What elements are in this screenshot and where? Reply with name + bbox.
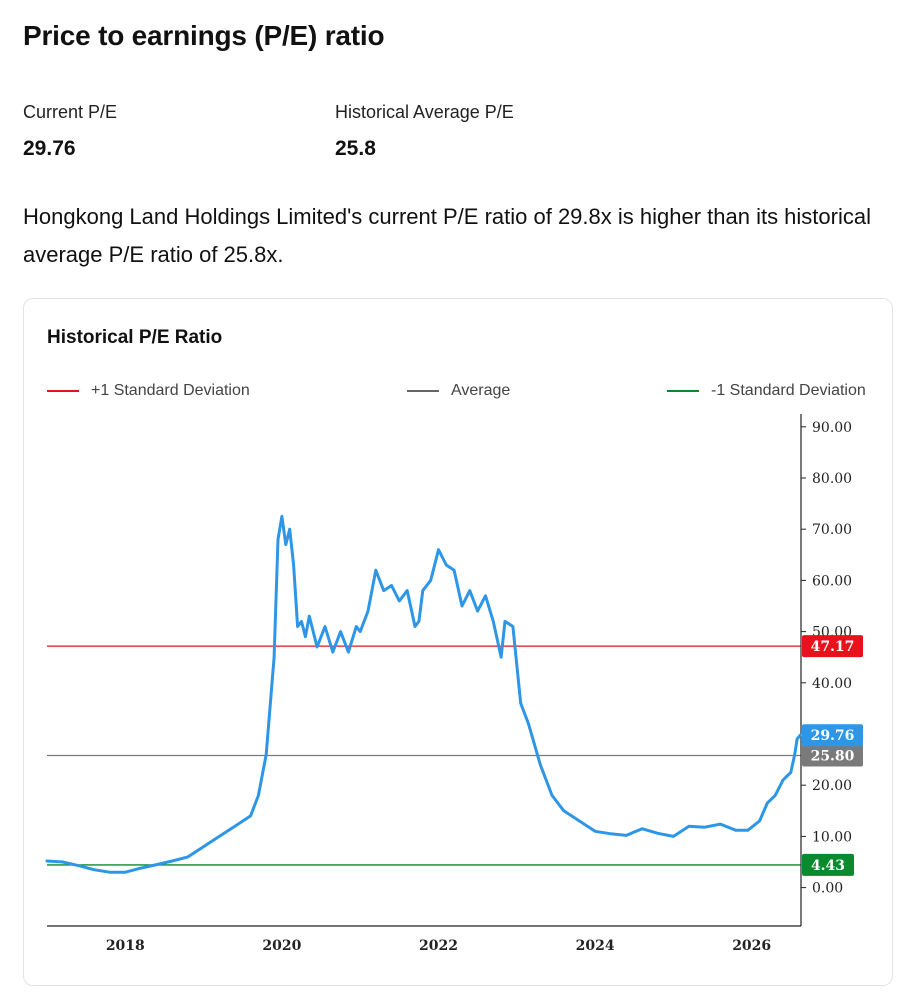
x-tick-label-0: 2018 (106, 938, 145, 954)
y-tick-label-1: 80.00 (812, 471, 852, 487)
x-tick-label-3: 2024 (576, 938, 615, 954)
legend-average[interactable]: Average (407, 382, 510, 400)
y-tick-label-3: 60.00 (812, 573, 852, 589)
historical-pe-label: Historical Average P/E (335, 102, 514, 122)
badge-ref-1-label: 25.80 (811, 749, 855, 765)
y-tick-label-8: 0.00 (812, 881, 843, 897)
badge-current-label: 29.76 (811, 728, 855, 744)
x-tick-label-4: 2026 (732, 938, 771, 954)
x-axis: 2018 2020 2022 2024 2026 (47, 925, 801, 954)
chart-title: Historical P/E Ratio (47, 327, 223, 348)
page-title: Price to earnings (P/E) ratio (23, 20, 385, 51)
legend-plus-sd-label: +1 Standard Deviation (91, 382, 250, 399)
x-tick-label-2: 2022 (419, 938, 458, 954)
pe-line-chart: 90.0080.0070.0060.0050.0040.0020.0010.00… (45, 414, 863, 954)
badge-current-bg (802, 724, 863, 747)
badge-ref-2-label: 4.43 (811, 858, 845, 874)
series-layer (45, 514, 802, 874)
badge-ref-1-bg (802, 744, 863, 767)
y-tick-label-7: 10.00 (812, 829, 852, 845)
current-pe-value: 29.76 (23, 137, 76, 160)
historical-pe-block: Historical Average P/E 25.8 (335, 102, 514, 161)
y-axis: 90.0080.0070.0060.0050.0040.0020.0010.00… (800, 414, 852, 926)
historical-pe-value: 25.8 (335, 137, 376, 160)
y-tick-label-0: 90.00 (812, 420, 852, 436)
badge-ref-0-bg (802, 635, 863, 658)
legend-average-label: Average (451, 382, 511, 399)
legend-average-swatch (407, 390, 439, 392)
legend-minus-sd-label: -1 Standard Deviation (711, 382, 866, 399)
series-line-0 (45, 514, 802, 874)
badge-ref-0-label: 47.17 (811, 639, 855, 655)
current-pe-block: Current P/E 29.76 (23, 102, 117, 161)
legend-minus-sd-swatch (667, 390, 699, 392)
x-tick-label-1: 2020 (262, 938, 301, 954)
chart-card: Historical P/E Ratio +1 Standard Deviati… (23, 298, 893, 986)
y-tick-label-5: 40.00 (812, 676, 852, 692)
legend-plus-sd[interactable]: +1 Standard Deviation (47, 382, 250, 400)
y-tick-label-6: 20.00 (812, 778, 852, 794)
badge-ref-2-bg (802, 853, 854, 876)
legend-minus-sd[interactable]: -1 Standard Deviation (667, 382, 866, 400)
y-tick-label-2: 70.00 (812, 522, 852, 538)
pe-summary-text: Hongkong Land Holdings Limited's current… (23, 204, 871, 267)
reference-lines (47, 645, 801, 866)
legend-plus-sd-swatch (47, 390, 79, 392)
current-pe-label: Current P/E (23, 102, 118, 122)
value-badges: 47.17 25.80 4.43 29.76 (802, 635, 863, 876)
